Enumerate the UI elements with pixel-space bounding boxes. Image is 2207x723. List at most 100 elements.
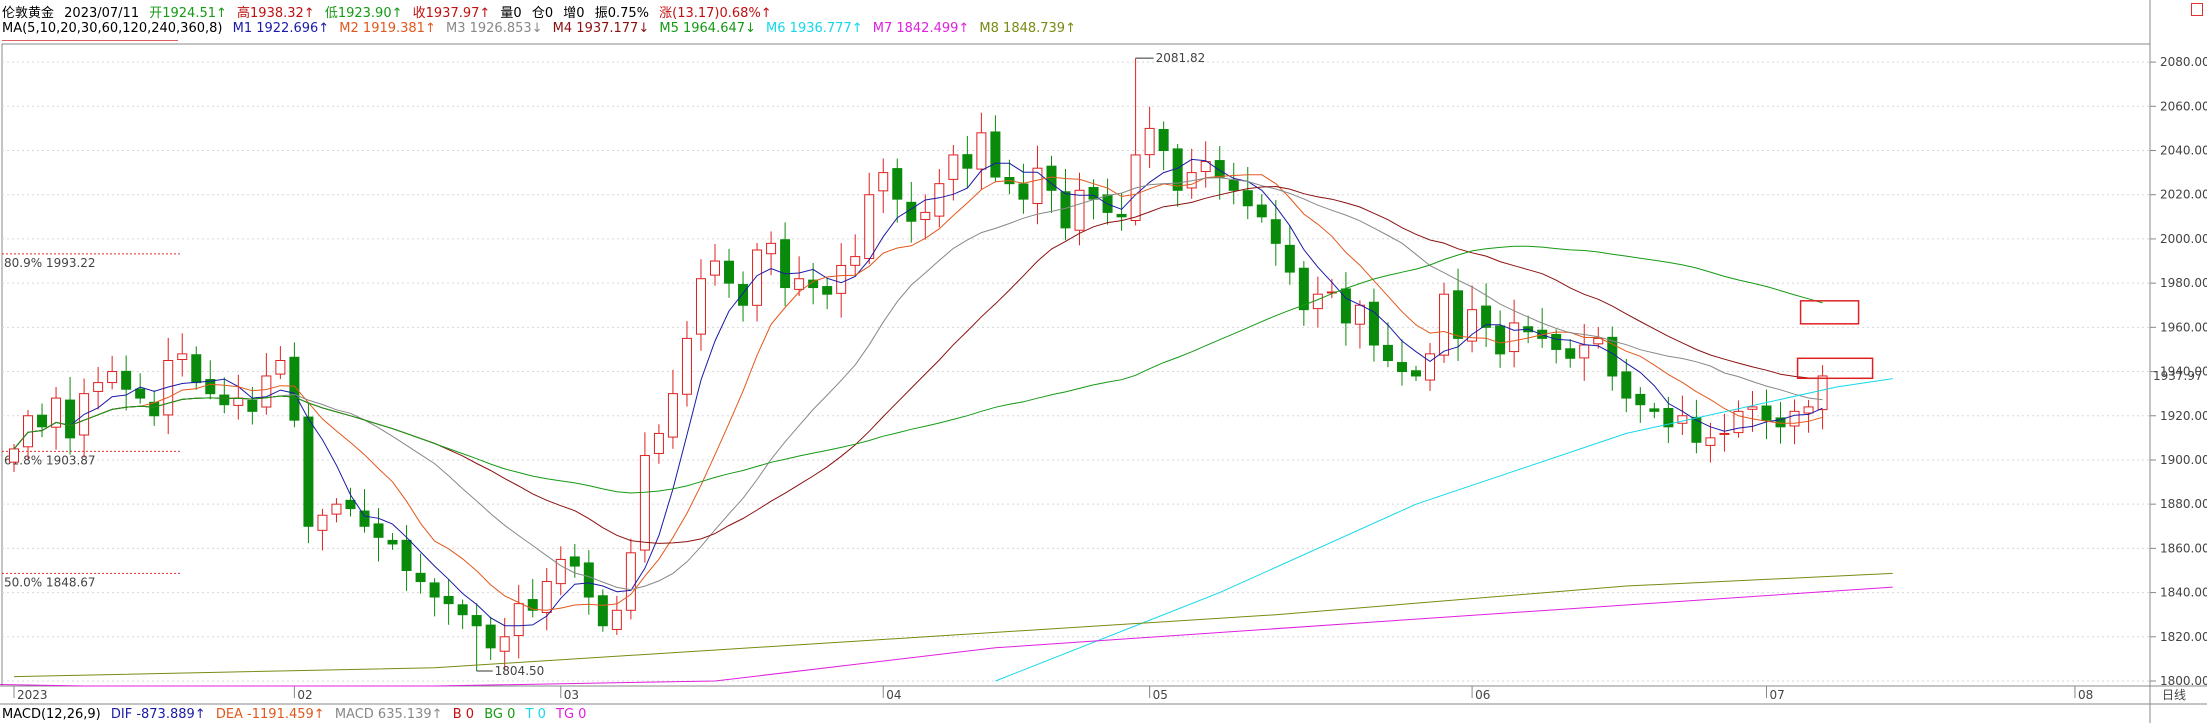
candle-body	[121, 370, 132, 390]
candle-body	[780, 239, 791, 289]
candle-body	[1761, 405, 1772, 421]
ma-legend: MA(5,10,20,30,60,120,240,360,8) M1 1922.…	[2, 21, 1082, 36]
candle-body	[1509, 322, 1520, 353]
top-right-marker[interactable]	[2191, 3, 2203, 16]
candle-body	[457, 604, 468, 616]
candle-body	[948, 154, 959, 180]
candle-body	[51, 397, 62, 428]
candle-body	[1200, 161, 1211, 173]
candle-body	[1621, 371, 1632, 399]
candle-body	[317, 514, 328, 531]
highlight-box-price	[1796, 357, 1874, 380]
candle-body	[1719, 432, 1730, 435]
y-tick-label: 1820.00	[2160, 630, 2207, 644]
candle-body	[107, 371, 118, 384]
candle-body	[93, 382, 104, 392]
candle-body	[1495, 325, 1506, 355]
candle-body	[1803, 406, 1814, 414]
ma-line-m1	[13, 158, 1823, 627]
volume: 量0	[500, 6, 522, 21]
candle-body	[1060, 191, 1071, 229]
max-annotation-label: 2081.82	[1156, 51, 1206, 65]
ma-m4: M4 1937.177↓	[552, 21, 650, 36]
candle-body	[1312, 293, 1323, 310]
candle-body	[920, 211, 931, 220]
candle-body	[681, 337, 692, 395]
candle-body	[303, 416, 314, 527]
candle-body	[485, 624, 496, 649]
candle-body	[527, 599, 538, 611]
macd-value: MACD 635.139↑	[334, 707, 443, 722]
ma-line-m5	[13, 245, 1823, 494]
candle-body	[1663, 408, 1674, 428]
candle-body	[555, 558, 566, 585]
ma-legend-label: MA(5,10,20,30,60,120,240,360,8)	[2, 21, 223, 36]
candle-body	[1158, 128, 1169, 152]
ma-m5: M5 1964.647↓	[659, 21, 756, 36]
candle-body	[738, 283, 749, 306]
y-tick-label: 1980.00	[2160, 276, 2207, 290]
candle-body	[1467, 309, 1478, 342]
x-tick-label: 06	[1475, 688, 1490, 702]
y-tick-label: 2080.00	[2160, 55, 2207, 69]
candle-body	[695, 278, 706, 335]
candle-body	[976, 132, 987, 170]
period-label: 日线	[2162, 688, 2186, 702]
candle-body	[1074, 189, 1085, 231]
close-price: 收1937.97↑	[412, 6, 491, 21]
high-price: 高1938.32↑	[237, 6, 315, 21]
ma-m3: M3 1926.853↓	[445, 21, 543, 36]
ma-line-m2	[13, 174, 1823, 611]
amplitude: 振0.75%	[594, 6, 649, 21]
candle-body	[653, 432, 664, 454]
quote-header: 伦敦黄金 2023/07/11 开1924.51↑ 高1938.32↑ 低192…	[2, 2, 778, 21]
candle-body	[808, 279, 819, 289]
low-price: 低1923.90↑	[324, 6, 403, 21]
y-tick-label: 1920.00	[2160, 409, 2207, 423]
y-tick-label: 2060.00	[2160, 99, 2207, 113]
x-tick-label: 07	[1770, 688, 1785, 702]
candle-body	[1144, 127, 1155, 156]
candle-body	[37, 414, 48, 428]
candle-body	[1396, 362, 1407, 373]
ma-m1: M1 1922.696↑	[232, 21, 330, 36]
macd-label: MACD(12,26,9)	[2, 707, 101, 722]
candle-body	[1284, 244, 1295, 273]
candle-body	[1593, 337, 1604, 345]
candle-body	[1579, 344, 1590, 359]
x-tick-label: 08	[2078, 688, 2093, 702]
candle-body	[191, 354, 202, 384]
y-tick-label: 2020.00	[2160, 188, 2207, 202]
candle-body	[794, 278, 805, 290]
candle-body	[177, 353, 188, 361]
candle-body	[541, 581, 552, 613]
macd-dif: DIF -873.889↑	[110, 707, 206, 722]
candle-body	[331, 503, 342, 515]
y-tick-label: 2000.00	[2160, 232, 2207, 246]
candle-body	[639, 455, 650, 551]
ma-line-m7	[0, 586, 1893, 687]
candle-body	[569, 556, 580, 567]
candle-body	[415, 572, 426, 583]
macd-bg: BG 0	[484, 707, 516, 722]
candle-body	[752, 249, 763, 306]
candle-body	[149, 401, 160, 417]
ma-m8: M8 1848.739↑	[979, 21, 1076, 36]
y-tick-label: 1840.00	[2160, 586, 2207, 600]
x-tick-label: 2023	[17, 688, 48, 702]
candle-body	[135, 388, 146, 399]
candle-body	[471, 615, 482, 627]
candle-body	[261, 375, 272, 408]
candle-body	[429, 582, 440, 598]
candle-body	[1481, 305, 1492, 328]
candle-body	[359, 510, 370, 527]
quote-date: 2023/07/11	[64, 6, 140, 21]
candle-body	[1298, 267, 1309, 311]
candle-body	[233, 397, 244, 406]
candle-body	[1453, 290, 1464, 339]
candle-body	[611, 609, 622, 630]
candle-body	[513, 603, 524, 637]
candle-body	[864, 194, 875, 260]
candle-body	[65, 399, 76, 439]
